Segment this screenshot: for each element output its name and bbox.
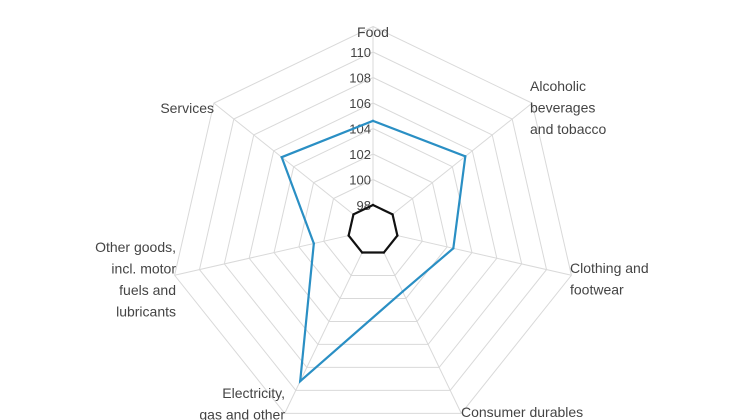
category-label-line: Consumer durables (461, 404, 583, 420)
grid-ring (248, 102, 498, 345)
category-label: Food (357, 24, 389, 40)
spoke-line (213, 102, 354, 215)
spoke-line (383, 252, 462, 414)
tick-label: 104 (349, 122, 371, 137)
series-line-index (280, 119, 467, 384)
tick-label: 98 (357, 198, 371, 213)
category-label-line: Food (357, 24, 389, 40)
grid-ring (198, 51, 548, 391)
category-label-line: beverages (530, 100, 595, 116)
category-label-line: Clothing and (570, 260, 649, 276)
grid-ring (223, 76, 523, 368)
tick-label: 110 (350, 45, 371, 60)
category-label-line: incl. motor (111, 261, 176, 277)
category-label-line: and tobacco (530, 121, 606, 137)
category-label: Alcoholic beverages and tobacco (530, 78, 606, 137)
data-point (298, 379, 302, 383)
spoke-line (397, 235, 572, 276)
data-point (382, 251, 386, 254)
category-label: Services (160, 100, 214, 116)
category-label-line: Electricity, (222, 385, 285, 401)
grid-ring (174, 25, 572, 414)
data-point (371, 119, 375, 123)
grid-ring (323, 178, 423, 276)
data-point (347, 234, 350, 237)
data-point (396, 234, 399, 237)
category-label-line: gas and other (199, 407, 285, 420)
category-label: Electricity, gas and other (199, 385, 285, 420)
grid-ring (298, 153, 448, 299)
data-point (280, 155, 283, 159)
category-label-line: Services (160, 100, 214, 116)
category-label-line: lubricants (116, 304, 176, 320)
category-label: Consumer durables (461, 404, 583, 420)
tick-label: 106 (349, 96, 371, 111)
data-point (401, 290, 404, 293)
spoke-line (174, 235, 349, 276)
category-label: Other goods, incl. motor fuels and lubrican… (95, 239, 176, 320)
data-point (360, 251, 364, 254)
category-label-line: Alcoholic (530, 78, 586, 94)
tick-label: 108 (349, 71, 371, 86)
data-point (312, 242, 316, 245)
tick-label: 100 (349, 173, 371, 188)
category-label: Clothing and footwear (570, 260, 649, 298)
data-point (464, 155, 467, 158)
tick-label: 102 (349, 147, 371, 162)
series-line-base (347, 203, 399, 254)
data-point (452, 247, 455, 250)
category-label-line: Other goods, (95, 239, 176, 255)
spoke-line (392, 102, 533, 215)
data-point (352, 213, 355, 216)
category-label-line: fuels and (119, 282, 176, 298)
data-point (371, 203, 375, 207)
category-label-line: footwear (570, 282, 624, 298)
spoke-line (284, 252, 363, 414)
data-point (391, 213, 394, 216)
